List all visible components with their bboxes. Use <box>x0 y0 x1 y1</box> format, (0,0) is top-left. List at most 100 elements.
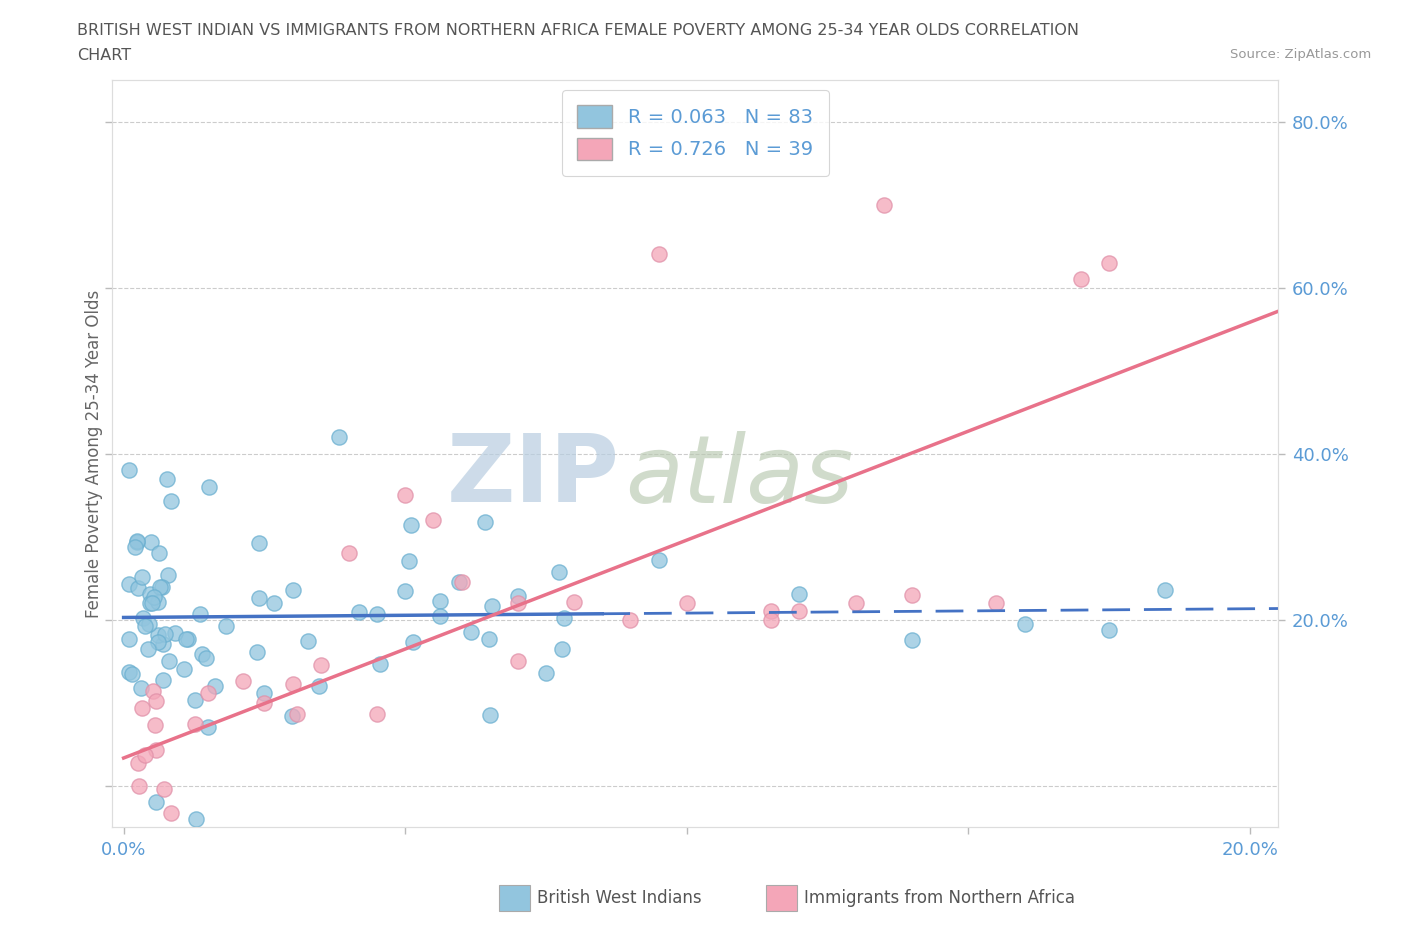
Point <box>337 546 360 561</box>
Point <box>146 627 169 642</box>
Point <box>155 626 177 641</box>
Point <box>550 642 572 657</box>
Point <box>1014 616 1036 631</box>
Point <box>173 662 195 677</box>
Point <box>198 480 221 495</box>
Point <box>195 651 218 666</box>
Point <box>398 553 420 568</box>
Point <box>136 642 159 657</box>
Point <box>184 812 207 827</box>
Point <box>281 582 304 597</box>
Point <box>160 494 183 509</box>
Point <box>139 535 162 550</box>
Point <box>246 644 269 659</box>
Point <box>124 539 146 554</box>
Point <box>328 430 350 445</box>
Point <box>534 665 557 680</box>
Point <box>152 672 174 687</box>
Point <box>247 591 270 606</box>
Point <box>429 593 451 608</box>
Point <box>143 717 166 732</box>
Point <box>159 805 181 820</box>
Point <box>253 696 276 711</box>
Point <box>153 782 176 797</box>
Point <box>263 595 285 610</box>
Point <box>157 567 180 582</box>
Point <box>347 604 370 619</box>
Point <box>165 626 187 641</box>
Point <box>183 717 205 732</box>
Point <box>478 707 501 722</box>
Point <box>149 579 172 594</box>
Point <box>148 546 170 561</box>
Text: Immigrants from Northern Africa: Immigrants from Northern Africa <box>804 889 1076 908</box>
Point <box>174 631 197 646</box>
Text: atlas: atlas <box>626 431 853 522</box>
Point <box>761 604 783 618</box>
Point <box>215 618 238 633</box>
Point <box>197 685 219 700</box>
Point <box>125 534 148 549</box>
Point <box>845 596 868 611</box>
Point <box>283 677 305 692</box>
Point <box>547 565 569 579</box>
Point <box>150 579 173 594</box>
Point <box>394 487 416 502</box>
Point <box>1154 582 1177 597</box>
Point <box>139 586 162 601</box>
Point <box>232 674 254 689</box>
Point <box>118 664 141 679</box>
Point <box>474 514 496 529</box>
Point <box>127 755 149 770</box>
Point <box>422 512 444 527</box>
Point <box>401 635 423 650</box>
Point <box>368 657 391 671</box>
Point <box>146 634 169 649</box>
Point <box>204 678 226 693</box>
Point <box>184 693 207 708</box>
Point <box>506 654 529 669</box>
Point <box>449 575 471 590</box>
Point <box>127 535 149 550</box>
Point <box>401 517 423 532</box>
Point <box>986 596 1008 611</box>
Point <box>253 685 276 700</box>
Point <box>131 569 153 584</box>
Point <box>247 536 270 551</box>
Point <box>429 608 451 623</box>
Point <box>901 632 924 647</box>
Point <box>127 581 149 596</box>
Point <box>145 795 167 810</box>
Point <box>138 617 160 631</box>
Point <box>761 612 783 627</box>
Point <box>134 748 156 763</box>
Point <box>366 606 388 621</box>
Point <box>460 624 482 639</box>
Point <box>138 596 160 611</box>
Point <box>142 684 165 698</box>
Point <box>188 606 211 621</box>
Point <box>506 596 529 611</box>
Point <box>1098 256 1121 271</box>
Point <box>647 247 669 262</box>
Point <box>121 666 143 681</box>
Point <box>366 707 388 722</box>
Point <box>1098 623 1121 638</box>
Point <box>281 709 304 724</box>
Text: ZIP: ZIP <box>447 430 620 522</box>
Point <box>129 681 152 696</box>
Point <box>128 778 150 793</box>
Point <box>675 596 697 611</box>
Text: BRITISH WEST INDIAN VS IMMIGRANTS FROM NORTHERN AFRICA FEMALE POVERTY AMONG 25-3: BRITISH WEST INDIAN VS IMMIGRANTS FROM N… <box>77 23 1080 38</box>
Point <box>901 588 924 603</box>
Point <box>120 861 142 876</box>
Point <box>309 658 332 672</box>
Point <box>873 197 896 212</box>
Y-axis label: Female Poverty Among 25-34 Year Olds: Female Poverty Among 25-34 Year Olds <box>86 289 103 618</box>
Legend: R = 0.063   N = 83, R = 0.726   N = 39: R = 0.063 N = 83, R = 0.726 N = 39 <box>562 90 828 176</box>
Point <box>145 694 167 709</box>
Point <box>562 595 585 610</box>
Point <box>118 631 141 646</box>
Point <box>156 472 179 486</box>
Point <box>157 654 180 669</box>
